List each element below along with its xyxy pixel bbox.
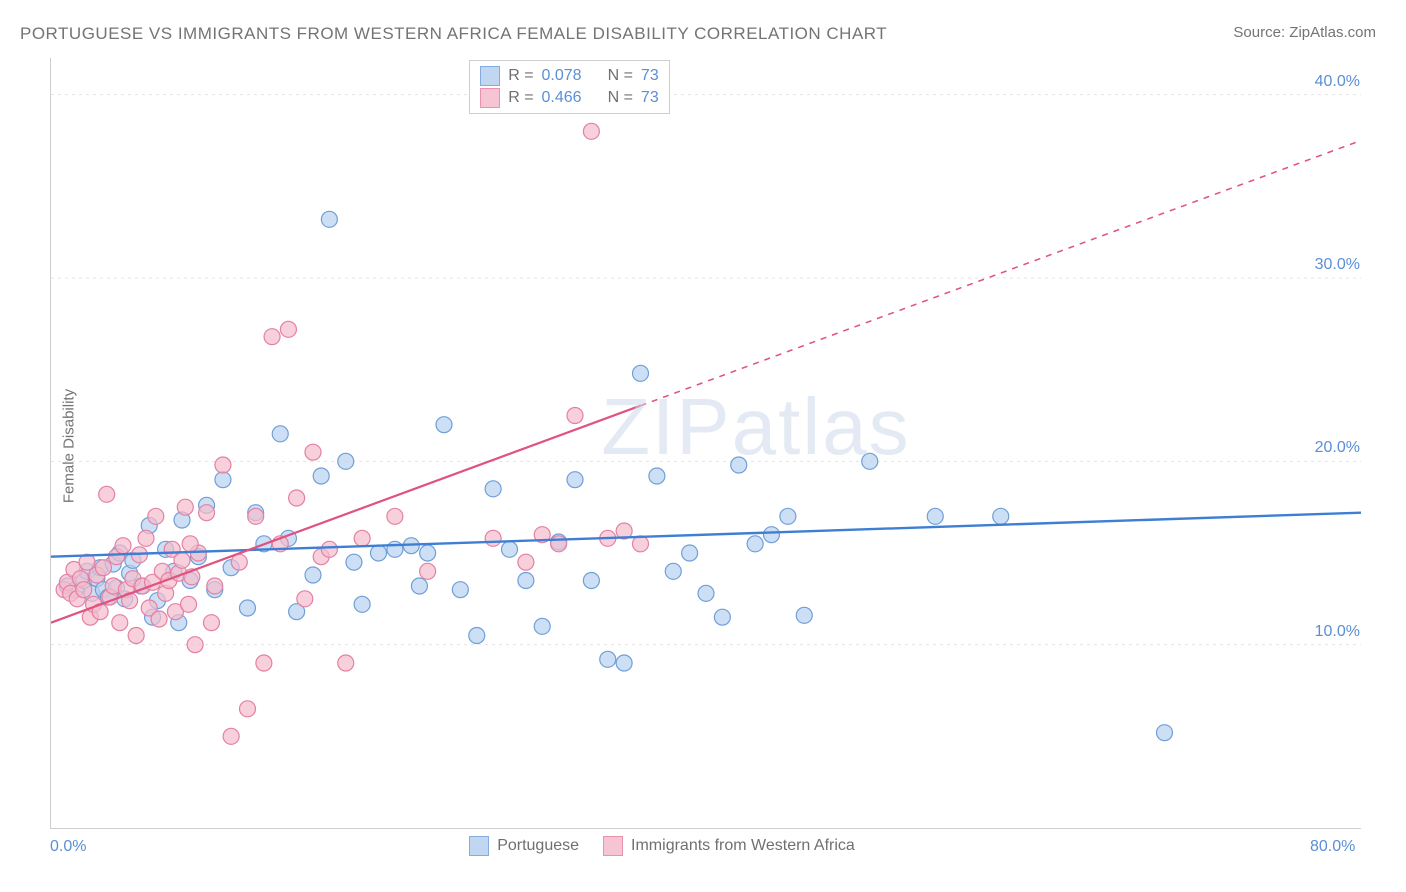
legend-swatch (603, 836, 623, 856)
legend-swatch (469, 836, 489, 856)
x-tick-label: 0.0% (50, 838, 86, 856)
x-tick-label: 80.0% (1310, 838, 1355, 856)
source-prefix: Source: (1233, 24, 1289, 41)
legend-item: Portuguese (469, 836, 579, 856)
legend-item: Immigrants from Western Africa (603, 836, 855, 856)
plot-svg (51, 58, 1361, 828)
source-name: ZipAtlas.com (1289, 24, 1376, 41)
stat-n-label: N = (608, 65, 633, 87)
stat-n-value: 73 (641, 65, 659, 87)
stat-n-label: N = (608, 87, 633, 109)
y-tick-label: 10.0% (1300, 623, 1360, 641)
stat-r-label: R = (508, 65, 533, 87)
y-tick-label: 40.0% (1300, 73, 1360, 91)
legend-label: Portuguese (497, 837, 579, 855)
scatter-plot: ZIPatlas (50, 58, 1361, 829)
correlation-row: R = 0.078 N = 73 (480, 65, 659, 87)
series-legend: Portuguese Immigrants from Western Africa (469, 836, 855, 856)
legend-label: Immigrants from Western Africa (631, 837, 855, 855)
stat-n-value: 73 (641, 87, 659, 109)
correlation-legend: R = 0.078 N = 73 R = 0.466 N = 73 (469, 60, 670, 114)
source-attribution: Source: ZipAtlas.com (1233, 24, 1376, 41)
legend-swatch (480, 66, 500, 86)
stat-r-value: 0.078 (542, 65, 582, 87)
y-tick-label: 20.0% (1300, 439, 1360, 457)
stat-r-label: R = (508, 87, 533, 109)
correlation-row: R = 0.466 N = 73 (480, 87, 659, 109)
y-tick-label: 30.0% (1300, 256, 1360, 274)
legend-swatch (480, 88, 500, 108)
stat-r-value: 0.466 (542, 87, 582, 109)
chart-title: PORTUGUESE VS IMMIGRANTS FROM WESTERN AF… (20, 24, 887, 44)
